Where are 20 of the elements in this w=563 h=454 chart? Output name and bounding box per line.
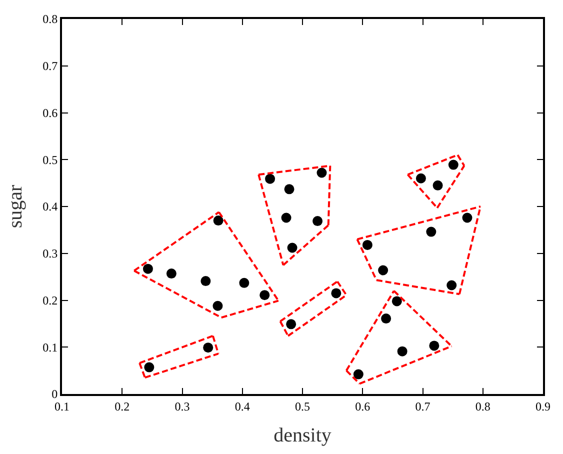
y-axis-title: sugar bbox=[4, 184, 27, 228]
y-tick-label: 0.4 bbox=[42, 200, 58, 214]
y-tick-label: 0.3 bbox=[42, 246, 58, 261]
y-tick-label: 0.8 bbox=[42, 12, 58, 26]
x-tick-label: 0.9 bbox=[536, 399, 550, 414]
x-tick-label: 0.7 bbox=[415, 399, 430, 414]
y-tick-label: 0.1 bbox=[42, 340, 58, 354]
x-tick-label: 0.2 bbox=[114, 399, 130, 414]
y-tick-label: 0.5 bbox=[42, 152, 58, 167]
y-tick-label: 0.7 bbox=[42, 59, 58, 74]
y-tick-label: 0 bbox=[52, 387, 58, 402]
y-tick-label: 0.6 bbox=[42, 106, 58, 120]
x-axis-title: density bbox=[274, 424, 332, 446]
x-tick-label: 0.8 bbox=[475, 399, 490, 414]
x-tick-label: 0.5 bbox=[295, 399, 310, 414]
x-tick-label: 0.3 bbox=[174, 399, 190, 414]
y-tick-label: 0.2 bbox=[42, 293, 58, 308]
x-tick-label: 0.1 bbox=[54, 399, 70, 414]
x-tick-label: 0.6 bbox=[355, 399, 370, 414]
x-tick-label: 0.4 bbox=[234, 399, 250, 414]
